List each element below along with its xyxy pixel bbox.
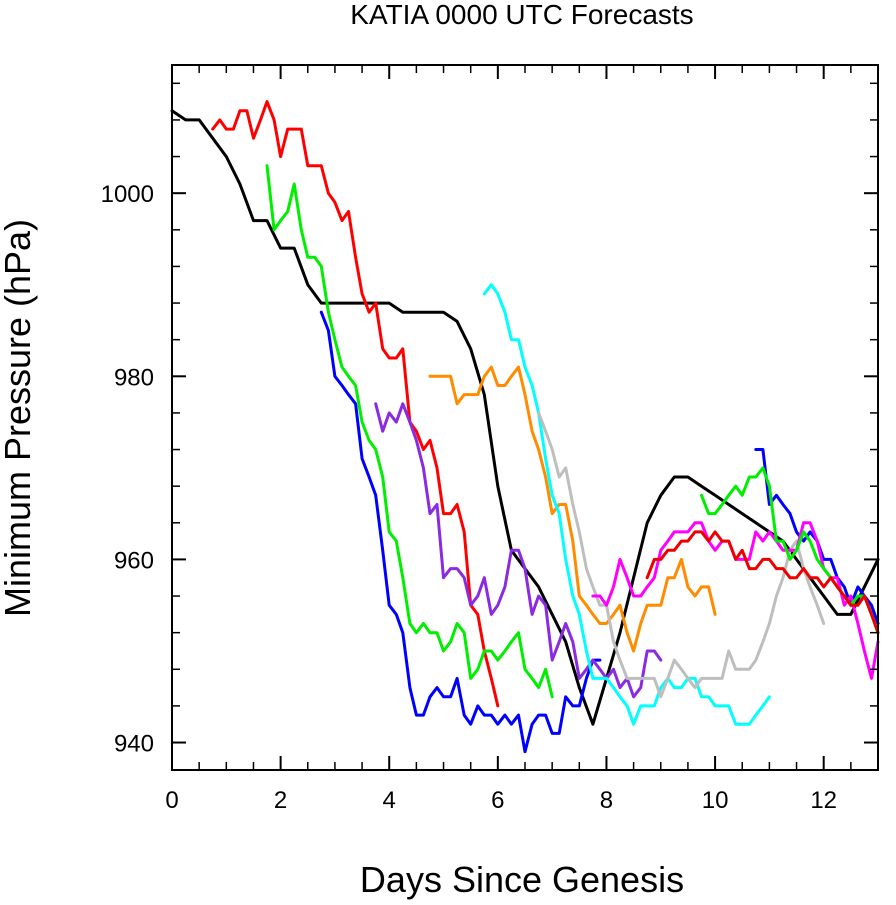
series-line-12 — [645, 530, 880, 635]
series-line-2 — [211, 100, 500, 708]
series-line-10 — [591, 521, 880, 680]
series-line-1 — [170, 109, 880, 726]
series-line-8 — [482, 283, 771, 726]
y-axis-label: Minimum Pressure (hPa) — [0, 219, 38, 617]
series-line-4 — [319, 310, 602, 754]
x-tick-label: 12 — [810, 787, 837, 814]
chart-title: KATIA 0000 UTC Forecasts — [350, 0, 693, 30]
axis-layer: 0 2 4 6 8 10 12 940 960 980 1000 — [101, 64, 879, 814]
x-tick-label: 10 — [702, 787, 729, 814]
x-tick-label: 0 — [165, 787, 178, 814]
x-tick-label: 2 — [274, 787, 287, 814]
y-tick-label: 960 — [114, 547, 154, 574]
x-tick-label: 4 — [383, 787, 396, 814]
y-tick-label: 940 — [114, 731, 154, 758]
series-line-3 — [265, 164, 554, 699]
y-tick-label: 980 — [114, 364, 154, 391]
x-tick-label: 8 — [600, 787, 613, 814]
x-tick-label: 6 — [491, 787, 504, 814]
x-axis-label: Days Since Genesis — [360, 859, 684, 900]
series-layer — [170, 100, 880, 754]
series-line-9 — [537, 411, 826, 699]
series-line-7 — [428, 365, 717, 653]
series-line-6 — [374, 402, 663, 699]
y-tick-label: 1000 — [101, 181, 154, 208]
